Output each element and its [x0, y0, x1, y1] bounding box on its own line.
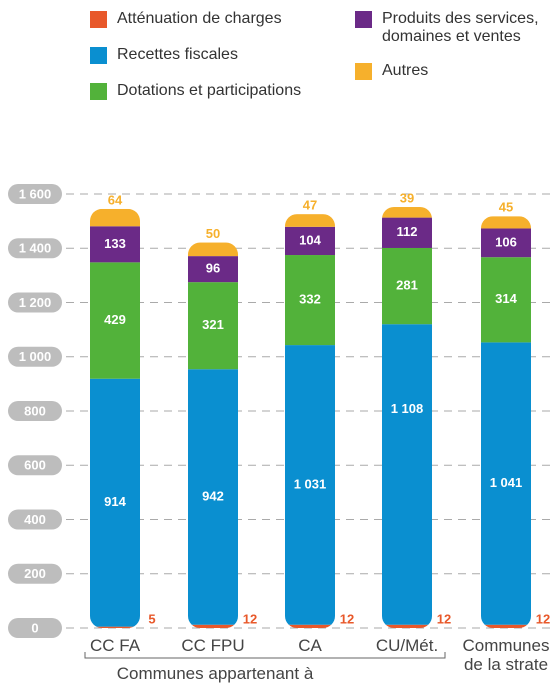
- x-tick-label: CA: [298, 636, 322, 655]
- value-label: 133: [104, 236, 126, 251]
- value-label: 47: [303, 198, 317, 213]
- tick-pill: [8, 238, 62, 259]
- tick-pill: [8, 509, 62, 530]
- legend-swatch: [90, 47, 107, 64]
- legend-swatch: [355, 11, 372, 28]
- legend-label: Dotations et participations: [117, 82, 302, 99]
- bar-segment: [188, 282, 238, 370]
- tick-pill: [8, 292, 62, 313]
- bar-segment: [188, 369, 238, 625]
- bar-stack: [285, 214, 335, 628]
- bar-segment: [90, 208, 140, 227]
- value-label: 942: [202, 488, 224, 503]
- legend-label: Atténuation de charges: [117, 10, 282, 27]
- tick-pill: [8, 401, 62, 421]
- bar-segment: [481, 342, 531, 625]
- y-tick-label: 800: [24, 403, 46, 418]
- bar-segment: [188, 624, 238, 628]
- value-label: 50: [206, 226, 220, 241]
- bar-segment: [382, 624, 432, 628]
- tick-pill: [8, 563, 62, 584]
- value-label: 1 041: [490, 475, 523, 490]
- bar-segment: [90, 226, 140, 263]
- x-tick-label: CU/Mét.: [375, 636, 439, 655]
- bar-stack: [188, 242, 238, 628]
- legend-label: Autres: [382, 62, 429, 79]
- bar-segment: [481, 257, 531, 343]
- tick-pill: [8, 184, 62, 204]
- y-tick-label: 1 000: [19, 349, 52, 364]
- value-label: 96: [206, 261, 220, 276]
- value-label: 429: [104, 312, 126, 327]
- bar-segment: [481, 216, 531, 229]
- legend-swatch: [90, 11, 107, 28]
- legend-swatch: [90, 83, 107, 100]
- legend-item: Recettes fiscales: [90, 46, 350, 64]
- bar-segment: [382, 217, 432, 248]
- y-tick-label: 0: [31, 620, 38, 635]
- value-label: 39: [400, 190, 414, 205]
- tick-pill: [8, 346, 62, 367]
- tick-pill: [8, 455, 62, 476]
- legend-label: Produits des services, domaines et vente…: [382, 10, 539, 45]
- legend-item: Dotations et participations: [90, 82, 350, 100]
- bar-stack: [481, 216, 531, 628]
- bar-segment: [382, 207, 432, 218]
- legend-item: Autres: [355, 62, 555, 80]
- y-tick-label: 600: [24, 458, 46, 473]
- value-label: 5: [148, 611, 155, 626]
- legend-item: Produits des services, domaines et vente…: [355, 10, 550, 46]
- bar-segment: [90, 378, 140, 627]
- group-label: Communes appartenant à: [116, 664, 314, 683]
- value-label: 314: [495, 291, 517, 306]
- bar-segment: [90, 626, 140, 628]
- value-label: 281: [396, 278, 418, 293]
- bar-segment: [285, 624, 335, 628]
- legend-label: Recettes fiscales: [117, 46, 238, 63]
- value-label: 1 108: [391, 401, 424, 416]
- legend-swatch: [355, 63, 372, 80]
- value-label: 914: [104, 494, 126, 509]
- bar-segment: [382, 247, 432, 325]
- y-tick-label: 200: [24, 566, 46, 581]
- x-tick-label: Communes de la strate: [462, 636, 550, 674]
- value-label: 104: [299, 232, 321, 247]
- bar-segment: [481, 228, 531, 258]
- legend-item: Atténuation de charges: [90, 10, 350, 28]
- value-label: 12: [536, 611, 550, 626]
- value-label: 12: [340, 611, 354, 626]
- bar-segment: [481, 624, 531, 628]
- bar-stack: [90, 208, 140, 628]
- bar-segment: [188, 242, 238, 257]
- x-tick-label: CC FPU: [181, 636, 245, 655]
- y-tick-label: 1 400: [19, 241, 52, 256]
- bar-segment: [90, 262, 140, 379]
- value-label: 332: [299, 291, 321, 306]
- y-tick-label: 1 200: [19, 295, 52, 310]
- y-tick-label: 400: [24, 512, 46, 527]
- bar-segment: [285, 345, 335, 625]
- tick-pill: [8, 618, 62, 638]
- value-label: 106: [495, 234, 517, 249]
- bar-segment: [285, 226, 335, 256]
- bar-stack: [382, 207, 432, 628]
- value-label: 64: [108, 192, 123, 207]
- x-tick-label: CC FA: [89, 636, 141, 655]
- value-label: 112: [397, 224, 418, 239]
- y-tick-label: 1 600: [19, 186, 52, 201]
- bar-segment: [285, 255, 335, 346]
- value-label: 12: [243, 611, 257, 626]
- value-label: 1 031: [294, 476, 327, 491]
- bar-segment: [382, 324, 432, 625]
- value-label: 321: [202, 317, 224, 332]
- value-label: 45: [499, 200, 513, 215]
- bar-segment: [285, 214, 335, 227]
- value-label: 12: [437, 611, 451, 626]
- bar-segment: [188, 256, 238, 283]
- group-bracket: [84, 652, 446, 659]
